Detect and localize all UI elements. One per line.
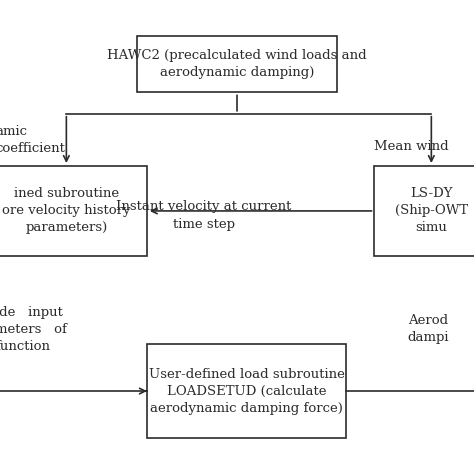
Text: HAWC2 (precalculated wind loads and
aerodynamic damping): HAWC2 (precalculated wind loads and aero… [107,49,367,79]
Text: amic
coefficient: amic coefficient [0,125,65,155]
Text: LS-DY
(Ship-OWT
simu: LS-DY (Ship-OWT simu [395,187,468,235]
Text: ined subroutine
ore velocity history
parameters): ined subroutine ore velocity history par… [2,187,131,235]
Bar [374,166,474,256]
Bar [0,166,147,256]
Bar [147,344,346,438]
Text: Mean wind: Mean wind [374,140,449,154]
Text: Instant velocity at current
time step: Instant velocity at current time step [116,200,292,231]
Text: User-defined load subroutine
LOADSETUD (calculate
aerodynamic damping force): User-defined load subroutine LOADSETUD (… [148,367,345,415]
Bar [137,36,337,92]
Text: ide   input
meters   of
function: ide input meters of function [0,306,67,353]
Text: Aerod
dampi: Aerod dampi [408,314,449,345]
